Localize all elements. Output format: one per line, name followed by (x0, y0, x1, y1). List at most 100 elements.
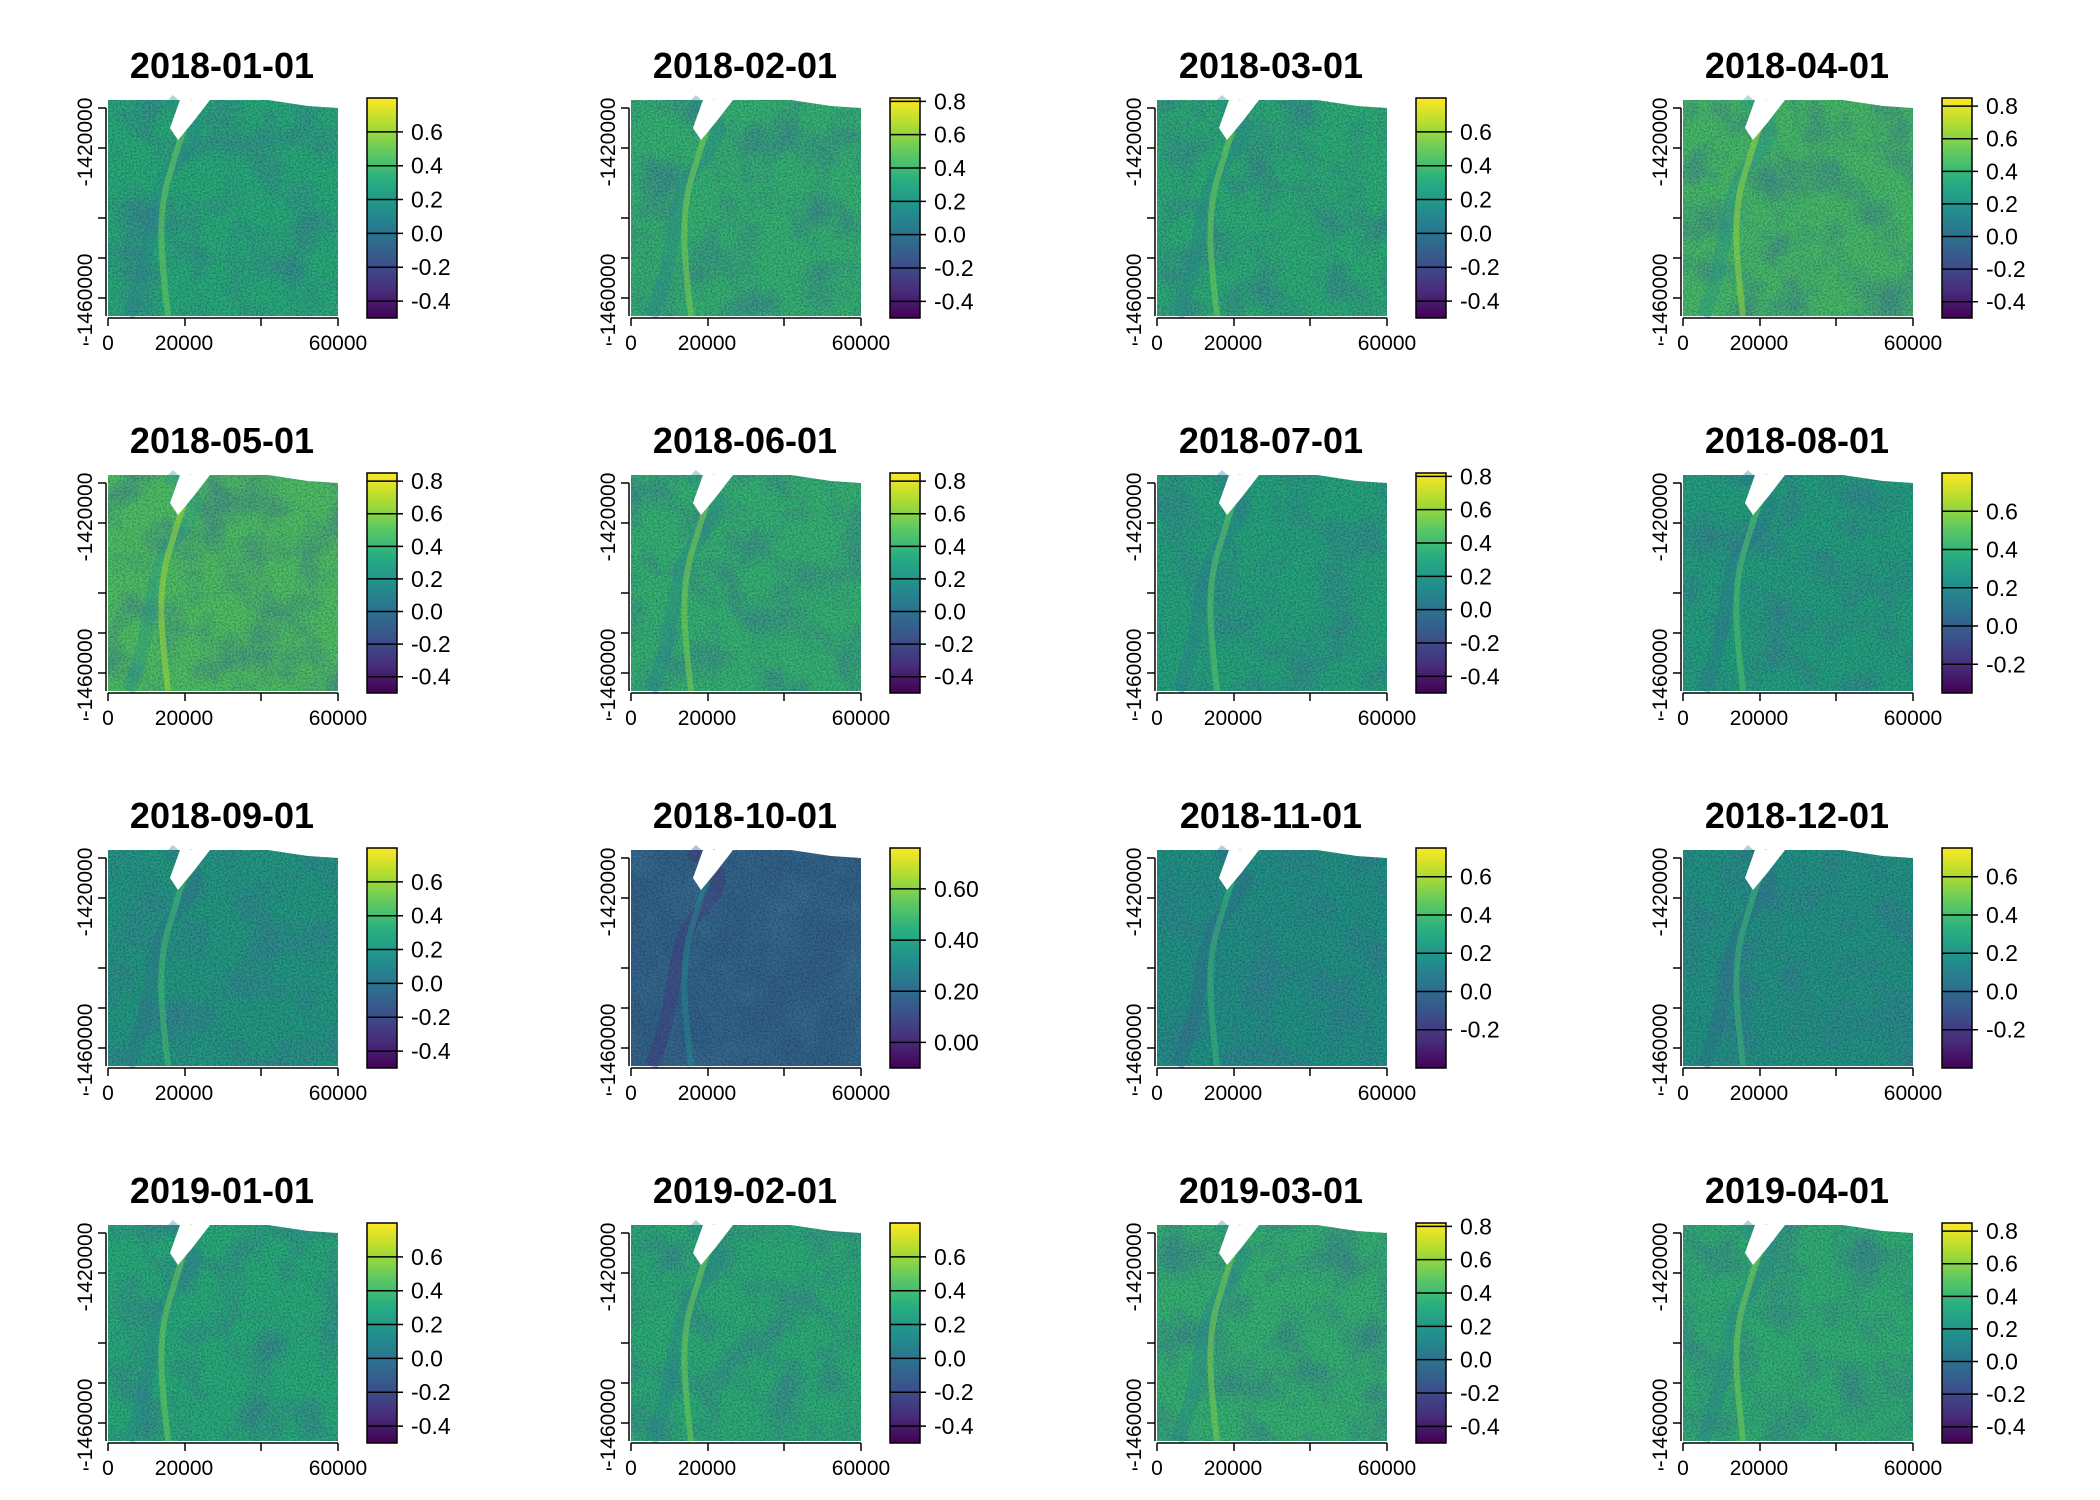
y-tick-label: -1460000 (1123, 1004, 1146, 1093)
colorbar-tick-label: 0.2 (1460, 1313, 1492, 1339)
nodata-area (1317, 1225, 1387, 1233)
colorbar: -0.4 -0.2 0.0 0.2 0.4 0.6 (1415, 97, 1500, 319)
y-tick-label: -1460000 (74, 629, 97, 718)
nodata-area (268, 850, 338, 858)
colorbar-tick-label: 0.0 (411, 220, 443, 246)
colorbar-tick-label: -0.2 (1460, 630, 1500, 656)
colorbar-tick-label: -0.4 (1460, 288, 1500, 314)
x-axis-prefix: - (1132, 1082, 1139, 1105)
colorbar-tick-label: 0.6 (1460, 497, 1492, 523)
nodata-area (170, 850, 210, 890)
x-tick-label: 20000 (155, 1457, 213, 1480)
colorbar-tick-label: 0.6 (411, 869, 443, 895)
colorbar: -0.4 -0.2 0.0 0.2 0.4 0.6 0.8 (1415, 463, 1500, 694)
colorbar-tick-label: 0.0 (1460, 597, 1492, 623)
x-tick-label: 20000 (155, 707, 213, 730)
colorbar-tick-label: 0.6 (934, 501, 966, 527)
colorbar-tick-label: 0.8 (411, 468, 443, 494)
y-tick-label: -1420000 (1649, 848, 1672, 937)
x-tick-label: 20000 (678, 1457, 736, 1480)
y-tick-label: -1460000 (1649, 629, 1672, 718)
nodata-area (1219, 850, 1259, 890)
colorbar-frame (1415, 97, 1447, 319)
x-tick-label: 0 (1677, 1457, 1689, 1480)
y-tick-label: -1460000 (74, 1379, 97, 1468)
y-tick-label: -1420000 (74, 1223, 97, 1312)
colorbar-gradient (890, 848, 920, 1068)
x-tick-label: 60000 (309, 707, 367, 730)
colorbar: -0.4 -0.2 0.0 0.2 0.4 0.6 0.8 (889, 88, 974, 319)
colorbar-tick-label: 0.6 (934, 1244, 966, 1270)
colorbar-tick-label: 0.2 (1460, 940, 1492, 966)
colorbar-frame (889, 472, 921, 694)
x-tick-label: 20000 (155, 1082, 213, 1105)
colorbar: -0.4 -0.2 0.0 0.2 0.4 0.6 0.8 (1415, 1213, 1500, 1444)
colorbar-tick-label: -0.2 (1986, 256, 2026, 282)
x-tick-label: 0 (625, 707, 637, 730)
colorbar-tick-label: 0.4 (1460, 902, 1492, 928)
colorbar-tick-label: 0.60 (934, 876, 979, 902)
raster-speckle (1683, 850, 1913, 1066)
x-axis-prefix: - (1658, 1457, 1665, 1480)
x-axis-prefix: - (1132, 332, 1139, 355)
y-tick-label: -1420000 (1649, 98, 1672, 187)
colorbar-gradient (1942, 1223, 1972, 1443)
colorbar-tick-label: -0.4 (411, 664, 451, 690)
x-tick-label: 0 (102, 1457, 114, 1480)
colorbar-tick-label: -0.2 (411, 1379, 451, 1405)
colorbar-tick-label: 0.8 (1460, 1213, 1492, 1239)
panel-title: 2018-10-01 (653, 795, 837, 836)
colorbar-frame (1941, 472, 1973, 694)
colorbar-tick-label: 0.2 (934, 566, 966, 592)
colorbar-gradient (1942, 848, 1972, 1068)
x-axis-prefix: - (83, 332, 90, 355)
y-tick-label: -1420000 (597, 98, 620, 187)
colorbar-gradient (367, 473, 397, 693)
y-tick-label: -1460000 (1123, 254, 1146, 343)
colorbar-gradient (367, 98, 397, 318)
y-tick-label: -1460000 (597, 1379, 620, 1468)
nodata-area (1745, 475, 1785, 515)
raster-speckle (631, 1225, 861, 1441)
nodata-area (1219, 1225, 1259, 1265)
x-tick-label: 60000 (832, 1082, 890, 1105)
x-tick-label: 60000 (1884, 332, 1942, 355)
x-axis-prefix: - (83, 707, 90, 730)
colorbar-tick-label: 0.4 (1986, 537, 2018, 563)
x-tick-label: 60000 (309, 332, 367, 355)
colorbar-tick-label: 0.4 (411, 533, 443, 559)
nodata-area (1843, 100, 1913, 108)
colorbar-tick-label: 0.4 (1986, 158, 2018, 184)
colorbar-gradient (1942, 473, 1972, 693)
colorbar-tick-label: -0.2 (1460, 1380, 1500, 1406)
colorbar-tick-label: 0.2 (934, 188, 966, 214)
colorbar-tick-label: 0.2 (1986, 575, 2018, 601)
colorbar-tick-label: 0.0 (934, 1345, 966, 1371)
colorbar-tick-label: 0.2 (1460, 187, 1492, 213)
y-tick-label: -1420000 (74, 473, 97, 562)
raster-speckle (631, 475, 861, 691)
y-tick-label: -1420000 (597, 473, 620, 562)
y-tick-label: -1460000 (1123, 1379, 1146, 1468)
colorbar-tick-label: -0.2 (1986, 1381, 2026, 1407)
nodata-area (693, 100, 733, 140)
colorbar-frame (366, 1222, 398, 1444)
colorbar: -0.2 0.0 0.2 0.4 0.6 (1941, 472, 2026, 694)
y-tick-label: -1460000 (74, 1004, 97, 1093)
nodata-area (1745, 850, 1785, 890)
raster-speckle (108, 100, 338, 316)
nodata-area (268, 475, 338, 483)
y-tick-label: -1420000 (1649, 1223, 1672, 1312)
colorbar: -0.4 -0.2 0.0 0.2 0.4 0.6 (366, 847, 451, 1069)
colorbar-tick-label: 0.4 (934, 155, 966, 181)
x-tick-label: 0 (1677, 707, 1689, 730)
raster-speckle (108, 1225, 338, 1441)
colorbar-tick-label: 0.6 (1460, 119, 1492, 145)
colorbar-tick-label: -0.4 (1986, 289, 2026, 315)
